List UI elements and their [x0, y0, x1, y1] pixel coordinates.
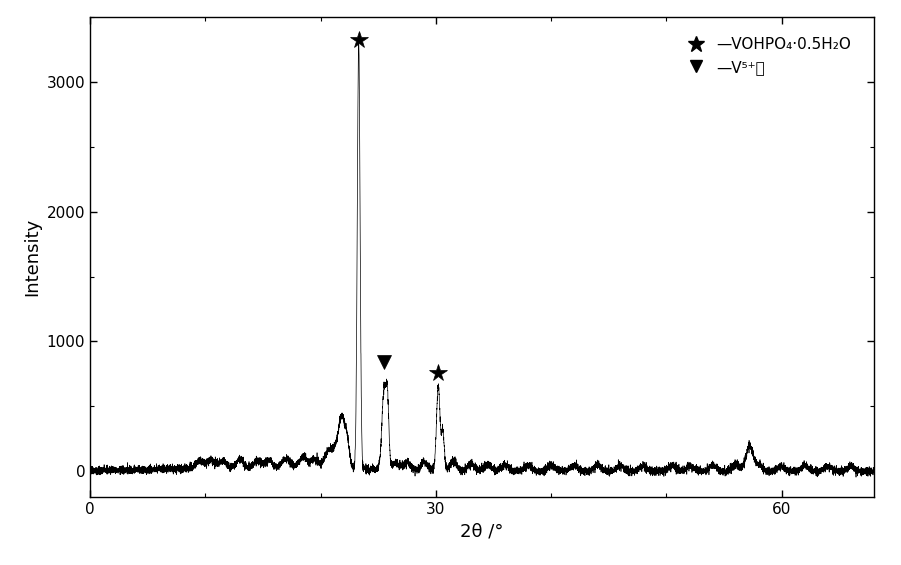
X-axis label: 2θ /°: 2θ /° — [460, 523, 504, 541]
Y-axis label: Intensity: Intensity — [23, 218, 41, 296]
Legend: —VOHPO₄·0.5H₂O, —V⁵⁺相: —VOHPO₄·0.5H₂O, —V⁵⁺相 — [673, 29, 859, 82]
